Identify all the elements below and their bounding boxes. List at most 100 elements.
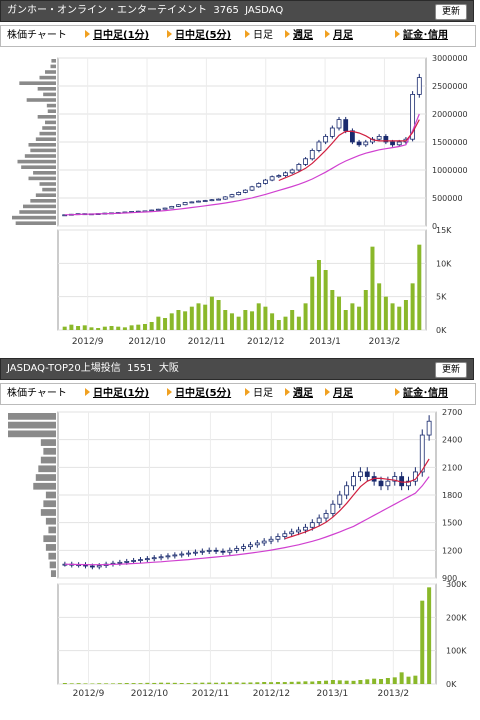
price-depth-bar <box>33 482 56 490</box>
panel-title: JASDAQ-TOP20上場投信 1551 大阪 <box>7 363 179 374</box>
candle-body <box>169 205 175 209</box>
volume-bar <box>142 324 147 330</box>
volume-bar <box>138 683 143 684</box>
price-tick-label: 2000000 <box>432 110 468 119</box>
price-tick-label: 1500000 <box>432 138 468 147</box>
nav-intraday-1min[interactable]: 日中足(1分) <box>85 386 149 401</box>
arrow-right-icon <box>85 388 90 396</box>
x-tick-label: 2012/11 <box>188 337 225 347</box>
nav-monthly[interactable]: 月足 <box>325 28 353 43</box>
volume-bar <box>357 306 362 330</box>
x-tick-label: 2012/10 <box>131 689 169 699</box>
candle-body <box>242 189 248 193</box>
volume-bar <box>296 681 301 684</box>
moving-average-line <box>64 113 420 216</box>
candle-body <box>385 480 391 487</box>
volume-bar <box>193 682 198 684</box>
candle-body <box>89 565 95 568</box>
candle-body <box>234 548 240 551</box>
price-volume-chart: 3000000 2500000 2000000 1500000 1000000 50000… <box>12 54 468 347</box>
volume-bar <box>250 311 255 330</box>
candle-body <box>392 476 398 482</box>
volume-bar <box>255 682 260 684</box>
volume-bar <box>365 679 370 684</box>
candle-body <box>186 552 191 555</box>
nav-intraday-1min[interactable]: 日中足(1分) <box>85 28 149 43</box>
candle-body <box>406 480 411 487</box>
volume-bar <box>220 682 225 684</box>
candle-body <box>296 529 301 533</box>
arrow-right-icon <box>325 30 330 38</box>
short-ma-line <box>278 119 420 182</box>
volume-bar <box>186 683 191 684</box>
volume-bar <box>229 313 234 330</box>
candle-body <box>426 420 432 436</box>
volume-bar <box>337 680 342 684</box>
price-tick-label: 2400 <box>442 436 462 445</box>
price-depth-bar <box>24 154 56 158</box>
candle-body <box>193 551 198 554</box>
price-tick-label: 2500000 <box>432 82 468 91</box>
price-depth-bar <box>17 159 56 164</box>
candle-body <box>337 494 343 505</box>
x-tick-label: 2012/10 <box>128 337 166 347</box>
volume-bar <box>262 682 267 684</box>
candle-body <box>236 191 242 196</box>
volume-bar <box>156 316 161 330</box>
candle-body <box>364 471 370 477</box>
volume-bar <box>116 326 121 330</box>
price-tick-label: 1000000 <box>432 166 468 175</box>
candle-body <box>189 201 195 204</box>
candle-body <box>419 434 425 473</box>
volume-bar <box>343 310 348 330</box>
volume-bar <box>183 311 188 330</box>
volume-bar <box>89 327 94 330</box>
candle-body <box>283 172 288 177</box>
nav-chart-label: 株価チャート <box>7 30 67 41</box>
chart-panel-gungho: ガンホー・オンライン・エンターテイメント 3765 JASDAQ 更新 株価チャ… <box>0 0 480 355</box>
nav-weekly[interactable]: 週足 <box>285 28 313 43</box>
x-tick-label: 2013/2 <box>369 337 401 347</box>
price-depth-bar <box>48 552 56 560</box>
price-depth-bar <box>21 165 57 169</box>
nav-margin[interactable]: 証金･信用 <box>395 386 448 401</box>
volume-tick-label: 0K <box>436 326 447 335</box>
volume-bar <box>179 683 184 684</box>
candle-body <box>378 480 384 487</box>
volume-bar <box>283 316 288 330</box>
candle-body <box>209 199 215 202</box>
candle-body <box>220 550 226 553</box>
volume-bar <box>377 283 382 330</box>
candle-body <box>261 540 267 544</box>
nav-intraday-5min[interactable]: 日中足(5分) <box>167 28 231 43</box>
refresh-button[interactable]: 更新 <box>435 362 467 378</box>
volume-bar <box>69 324 74 330</box>
nav-weekly[interactable]: 週足 <box>285 386 313 401</box>
nav-daily: 日足 <box>245 28 273 43</box>
moving-average-line <box>64 476 430 566</box>
candle-body <box>241 546 246 549</box>
candle-body <box>222 196 228 200</box>
volume-bar <box>83 683 88 684</box>
price-depth-bar <box>45 517 56 525</box>
volume-bar <box>372 678 377 684</box>
candle-body <box>182 202 188 206</box>
nav-monthly[interactable]: 月足 <box>325 386 353 401</box>
price-depth-bar <box>51 59 56 63</box>
price-depth-bar <box>26 98 56 102</box>
price-depth-bar <box>28 143 56 147</box>
nav-intraday-5min[interactable]: 日中足(5分) <box>167 386 231 401</box>
nav-margin[interactable]: 証金･信用 <box>395 28 448 43</box>
price-depth-bar <box>40 456 56 464</box>
volume-bar <box>82 325 87 330</box>
candle-body <box>344 485 350 496</box>
candle-body <box>176 204 181 207</box>
price-depth-bar <box>45 70 56 74</box>
volume-bar <box>227 682 232 684</box>
price-depth-bar <box>8 413 56 420</box>
refresh-button[interactable]: 更新 <box>435 4 467 20</box>
nav-chart-label: 株価チャート <box>7 388 67 399</box>
volume-bar <box>149 322 154 330</box>
volume-bar <box>124 683 129 684</box>
volume-bar <box>282 682 287 684</box>
